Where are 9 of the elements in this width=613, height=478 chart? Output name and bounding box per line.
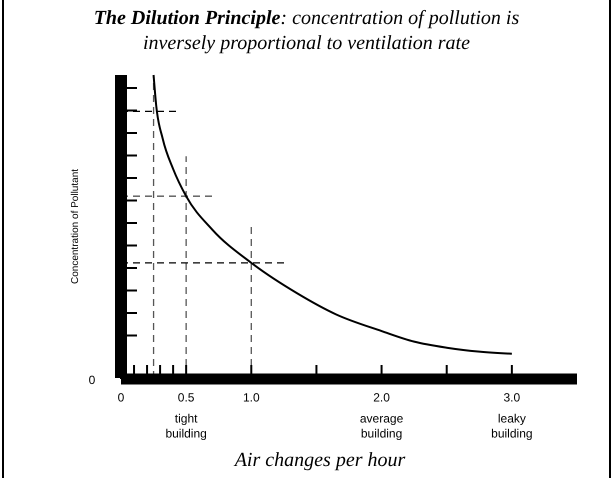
x-tick-label: 1.0 [242, 390, 260, 405]
x-tick-label: 3.0 leaky building [491, 390, 533, 441]
x-axis-title: Air changes per hour [232, 449, 406, 471]
x-tick-label: 0.5 tight building [165, 390, 207, 441]
y-axis-title: Concentration of Pollutant [70, 168, 81, 284]
x-tick-label: 0 [118, 390, 125, 405]
chart-title: The Dilution Principle: concentration of pollution is inversely proportional to ventilation rate [94, 7, 520, 54]
x-tick-label: 2.0 average building [360, 390, 404, 441]
text: 0 [88, 373, 96, 387]
